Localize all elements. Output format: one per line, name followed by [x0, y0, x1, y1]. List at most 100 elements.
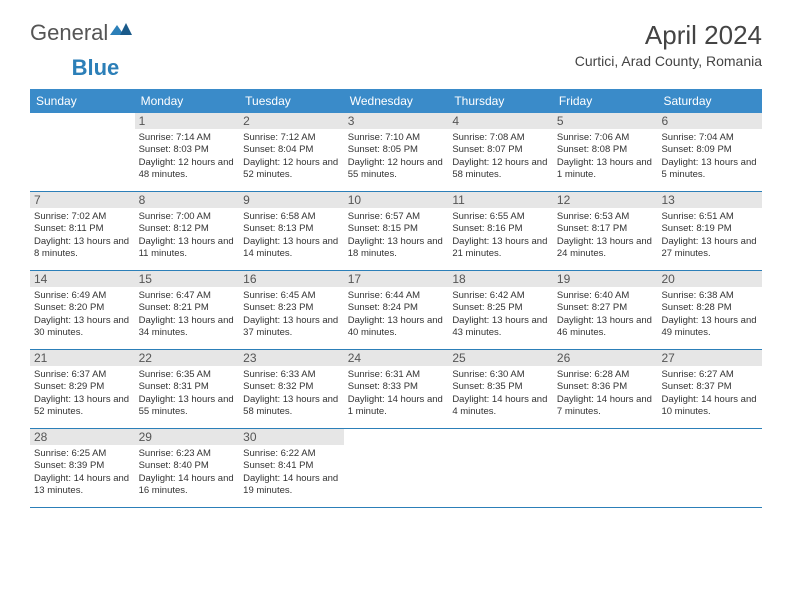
day-info: Sunrise: 6:28 AMSunset: 8:36 PMDaylight:…	[557, 369, 654, 418]
day-info: Sunrise: 6:57 AMSunset: 8:15 PMDaylight:…	[348, 211, 445, 260]
calendar-cell	[344, 429, 449, 507]
calendar-week: 14Sunrise: 6:49 AMSunset: 8:20 PMDayligh…	[30, 271, 762, 350]
day-number: 14	[30, 271, 135, 287]
day-number: 10	[344, 192, 449, 208]
calendar-cell: 20Sunrise: 6:38 AMSunset: 8:28 PMDayligh…	[657, 271, 762, 349]
day-info: Sunrise: 7:12 AMSunset: 8:04 PMDaylight:…	[243, 132, 340, 181]
day-number: 6	[657, 113, 762, 129]
calendar-cell: 15Sunrise: 6:47 AMSunset: 8:21 PMDayligh…	[135, 271, 240, 349]
sunset-line: Sunset: 8:15 PM	[348, 223, 445, 235]
calendar-cell: 14Sunrise: 6:49 AMSunset: 8:20 PMDayligh…	[30, 271, 135, 349]
day-info: Sunrise: 6:53 AMSunset: 8:17 PMDaylight:…	[557, 211, 654, 260]
day-info: Sunrise: 6:27 AMSunset: 8:37 PMDaylight:…	[661, 369, 758, 418]
sunset-line: Sunset: 8:16 PM	[452, 223, 549, 235]
daylight-line: Daylight: 14 hours and 10 minutes.	[661, 394, 758, 419]
sunrise-line: Sunrise: 6:49 AM	[34, 290, 131, 302]
daylight-line: Daylight: 13 hours and 58 minutes.	[243, 394, 340, 419]
calendar-cell: 4Sunrise: 7:08 AMSunset: 8:07 PMDaylight…	[448, 113, 553, 191]
calendar-cell: 9Sunrise: 6:58 AMSunset: 8:13 PMDaylight…	[239, 192, 344, 270]
daylight-line: Daylight: 14 hours and 16 minutes.	[139, 473, 236, 498]
logo: General	[30, 20, 132, 46]
day-number: 17	[344, 271, 449, 287]
calendar-cell: 25 Sunrise: 6:30 AMSunset: 8:35 PMDayligh…	[448, 350, 553, 428]
day-number: 11	[448, 192, 553, 208]
logo-text-general: General	[30, 20, 108, 46]
calendar-cell: 2Sunrise: 7:12 AMSunset: 8:04 PMDaylight…	[239, 113, 344, 191]
daylight-line: Daylight: 13 hours and 37 minutes.	[243, 315, 340, 340]
day-info: Sunrise: 6:47 AMSunset: 8:21 PMDaylight:…	[139, 290, 236, 339]
day-info: Sunrise: 6:42 AMSunset: 8:25 PMDaylight:…	[452, 290, 549, 339]
sunset-line: Sunset: 8:03 PM	[139, 144, 236, 156]
sunset-line: Sunset: 8:37 PM	[661, 381, 758, 393]
day-number: 23	[239, 350, 344, 366]
weekday-label: Wednesday	[344, 89, 449, 113]
sunrise-line: Sunrise: 6:33 AM	[243, 369, 340, 381]
sunrise-line: Sunrise: 6:28 AM	[557, 369, 654, 381]
day-number: 4	[448, 113, 553, 129]
title-block: April 2024 Curtici, Arad County, Romania	[575, 20, 762, 69]
daylight-line: Daylight: 12 hours and 52 minutes.	[243, 157, 340, 182]
daylight-line: Daylight: 13 hours and 18 minutes.	[348, 236, 445, 261]
sunset-line: Sunset: 8:13 PM	[243, 223, 340, 235]
daylight-line: Daylight: 13 hours and 27 minutes.	[661, 236, 758, 261]
day-info: Sunrise: 6:30 AMSunset: 8:35 PMDaylight:…	[452, 369, 549, 418]
sunrise-line: Sunrise: 6:55 AM	[452, 211, 549, 223]
weekday-label: Friday	[553, 89, 658, 113]
calendar-cell: 21Sunrise: 6:37 AMSunset: 8:29 PMDayligh…	[30, 350, 135, 428]
calendar-cell: 10 Sunrise: 6:57 AMSunset: 8:15 PMDayligh…	[344, 192, 449, 270]
sunset-line: Sunset: 8:09 PM	[661, 144, 758, 156]
calendar-cell: 16Sunrise: 6:45 AMSunset: 8:23 PMDayligh…	[239, 271, 344, 349]
day-info: Sunrise: 6:23 AMSunset: 8:40 PMDaylight:…	[139, 448, 236, 497]
calendar-cell: 17Sunrise: 6:44 AMSunset: 8:24 PMDayligh…	[344, 271, 449, 349]
daylight-line: Daylight: 13 hours and 40 minutes.	[348, 315, 445, 340]
sunrise-line: Sunrise: 6:44 AM	[348, 290, 445, 302]
calendar-cell: 12Sunrise: 6:53 AMSunset: 8:17 PMDayligh…	[553, 192, 658, 270]
day-number: 22	[135, 350, 240, 366]
sunset-line: Sunset: 8:11 PM	[34, 223, 131, 235]
daylight-line: Daylight: 14 hours and 7 minutes.	[557, 394, 654, 419]
calendar-cell: 24Sunrise: 6:31 AMSunset: 8:33 PMDayligh…	[344, 350, 449, 428]
calendar-cell: 5Sunrise: 7:06 AMSunset: 8:08 PMDaylight…	[553, 113, 658, 191]
daylight-line: Daylight: 14 hours and 1 minute.	[348, 394, 445, 419]
day-number: 29	[135, 429, 240, 445]
day-number: 3	[344, 113, 449, 129]
daylight-line: Daylight: 13 hours and 30 minutes.	[34, 315, 131, 340]
calendar-cell: 26 Sunrise: 6:28 AMSunset: 8:36 PMDayligh…	[553, 350, 658, 428]
sunrise-line: Sunrise: 6:22 AM	[243, 448, 340, 460]
sunrise-line: Sunrise: 6:53 AM	[557, 211, 654, 223]
calendar-cell: 6Sunrise: 7:04 AMSunset: 8:09 PMDaylight…	[657, 113, 762, 191]
sunset-line: Sunset: 8:17 PM	[557, 223, 654, 235]
weekday-label: Monday	[135, 89, 240, 113]
sunset-line: Sunset: 8:27 PM	[557, 302, 654, 314]
location-label: Curtici, Arad County, Romania	[575, 53, 762, 69]
day-info: Sunrise: 6:38 AMSunset: 8:28 PMDaylight:…	[661, 290, 758, 339]
calendar-week: 28Sunrise: 6:25 AMSunset: 8:39 PMDayligh…	[30, 429, 762, 508]
day-number: 24	[344, 350, 449, 366]
day-info: Sunrise: 7:14 AMSunset: 8:03 PMDaylight:…	[139, 132, 236, 181]
sunrise-line: Sunrise: 6:45 AM	[243, 290, 340, 302]
day-number: 21	[30, 350, 135, 366]
daylight-line: Daylight: 12 hours and 58 minutes.	[452, 157, 549, 182]
sunrise-line: Sunrise: 6:47 AM	[139, 290, 236, 302]
day-info: Sunrise: 6:45 AMSunset: 8:23 PMDaylight:…	[243, 290, 340, 339]
calendar-week: 21Sunrise: 6:37 AMSunset: 8:29 PMDayligh…	[30, 350, 762, 429]
day-info: Sunrise: 7:10 AMSunset: 8:05 PMDaylight:…	[348, 132, 445, 181]
daylight-line: Daylight: 13 hours and 24 minutes.	[557, 236, 654, 261]
daylight-line: Daylight: 13 hours and 8 minutes.	[34, 236, 131, 261]
sunset-line: Sunset: 8:32 PM	[243, 381, 340, 393]
sunset-line: Sunset: 8:28 PM	[661, 302, 758, 314]
calendar-cell: 3 Sunrise: 7:10 AMSunset: 8:05 PMDaylight…	[344, 113, 449, 191]
calendar-cell	[553, 429, 658, 507]
daylight-line: Daylight: 13 hours and 5 minutes.	[661, 157, 758, 182]
daylight-line: Daylight: 13 hours and 1 minute.	[557, 157, 654, 182]
calendar-cell: 11 Sunrise: 6:55 AMSunset: 8:16 PMDayligh…	[448, 192, 553, 270]
day-info: Sunrise: 6:55 AMSunset: 8:16 PMDaylight:…	[452, 211, 549, 260]
sunset-line: Sunset: 8:08 PM	[557, 144, 654, 156]
day-number: 18	[448, 271, 553, 287]
weekday-label: Sunday	[30, 89, 135, 113]
day-number: 25	[448, 350, 553, 366]
day-number: 26	[553, 350, 658, 366]
calendar-cell: 22Sunrise: 6:35 AMSunset: 8:31 PMDayligh…	[135, 350, 240, 428]
sunrise-line: Sunrise: 7:06 AM	[557, 132, 654, 144]
sunset-line: Sunset: 8:40 PM	[139, 460, 236, 472]
